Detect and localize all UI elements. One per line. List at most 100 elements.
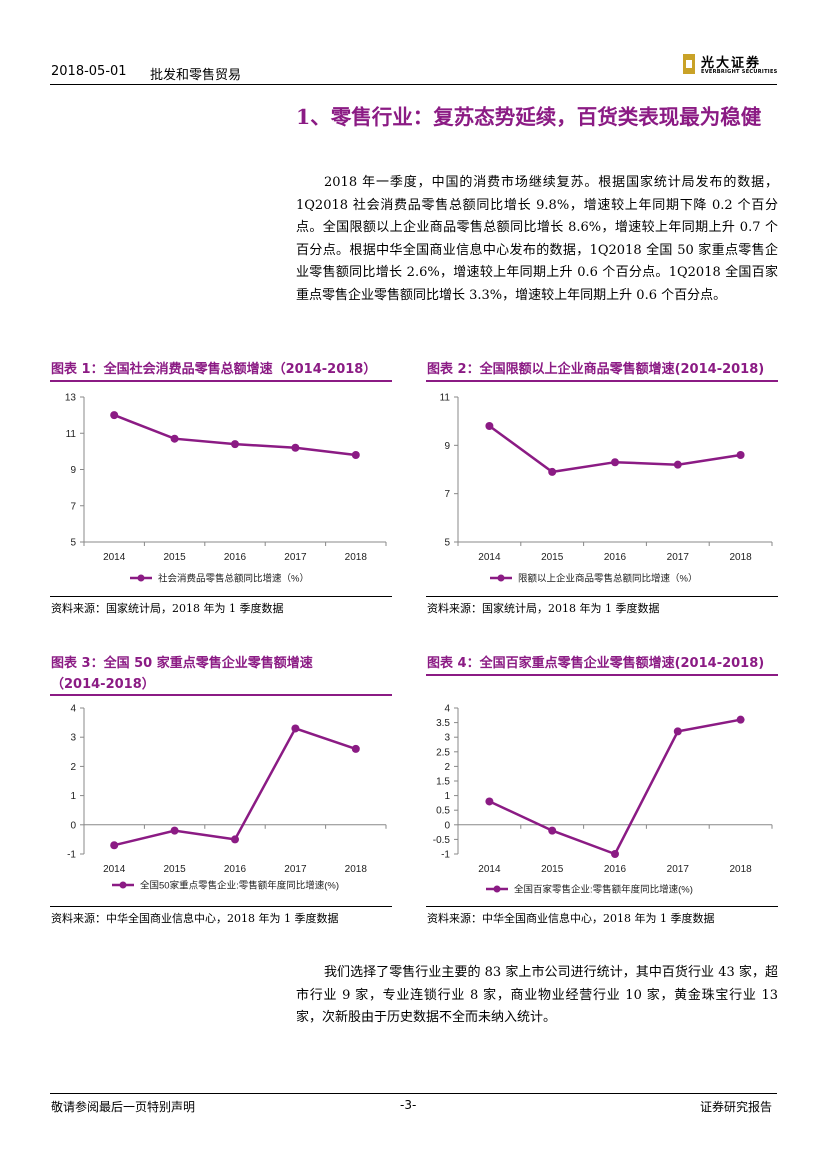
x-tick-label: 2015 — [163, 864, 186, 875]
series-line — [488, 718, 741, 856]
header-divider — [50, 84, 777, 85]
page-number: -3- — [400, 1098, 417, 1112]
legend-swatch-marker — [137, 574, 145, 582]
data-point — [485, 797, 494, 806]
y-tick-label: 3 — [444, 733, 450, 744]
data-point — [673, 460, 682, 469]
figure-1-chart: 5 7 9 11 13 2014 2015 2016 2017 2018 社会消费品零售总额同比增速… — [50, 384, 392, 594]
y-tick-label: 11 — [440, 393, 451, 404]
x-tick-label: 2018 — [345, 552, 368, 563]
intro-paragraph: 2018 年一季度，中国的消费市场继续复苏。根据国家统计局发布的数据，1Q201… — [296, 175, 778, 303]
data-point — [611, 458, 619, 467]
y-tick-label: 2.5 — [436, 747, 450, 758]
x-tick-label: 2016 — [224, 552, 247, 563]
figure-2-source-rule — [426, 596, 778, 597]
y-tick-label: 1 — [70, 791, 76, 802]
figure-4-chart: -1 -0.5 0 0.5 1 1.5 2 2.5 3 3.5 4 2014 2015 2016 2017 2… — [426, 698, 778, 905]
y-tick-label: 3 — [70, 733, 76, 744]
data-point — [548, 826, 557, 835]
header-date: 2018-05-01 — [51, 64, 127, 79]
data-point — [351, 451, 360, 459]
figure-2-title: 图表 2：全国限额以上企业商品零售额增速(2014-2018) — [427, 362, 765, 377]
x-tick-label: 2018 — [345, 864, 368, 875]
figure-3-title-line1: 图表 3：全国 50 家重点零售企业零售额增速 — [51, 656, 313, 671]
chart-2-svg: 5 7 9 11 2014 2015 2016 2017 2018 限额以上企业商品零售总额同比增… — [440, 393, 773, 585]
closing-paragraph: 我们选择了零售行业主要的 83 家上市公司进行统计，其中百货行业 43 家，超市… — [296, 965, 778, 1025]
legend-label: 限额以上企业商品零售总额同比增速（%） — [518, 573, 697, 585]
y-tick-label: 0.5 — [436, 806, 450, 817]
y-tick-label: 9 — [70, 465, 76, 476]
data-point — [485, 422, 494, 430]
figure-1-rule — [50, 380, 392, 382]
figure-1-source-rule — [50, 596, 392, 597]
data-point — [673, 727, 682, 736]
data-point — [291, 724, 300, 733]
y-tick-label: 5 — [444, 538, 450, 549]
data-point — [351, 744, 360, 753]
data-point — [736, 715, 745, 724]
x-tick-label: 2016 — [604, 552, 627, 563]
x-tick-label: 2015 — [163, 552, 186, 563]
x-tick-label: 2015 — [541, 552, 564, 563]
y-tick-label: 2 — [70, 762, 76, 773]
data-point — [231, 835, 239, 844]
y-tick-label: 4 — [444, 704, 450, 715]
legend-swatch-marker — [497, 574, 505, 582]
legend-label: 全国百家零售企业:零售额年度同比增速(%) — [514, 884, 693, 896]
header-category: 批发和零售贸易 — [150, 68, 242, 83]
y-tick-label: 11 — [66, 429, 77, 440]
data-point — [736, 451, 745, 459]
y-tick-label: 7 — [444, 489, 450, 500]
figure-4-source: 资料来源：中华全国商业信息中心，2018 年为 1 季度数据 — [427, 912, 715, 925]
series-line — [113, 413, 356, 457]
x-tick-label: 2014 — [103, 552, 126, 563]
y-tick-label: -0.5 — [433, 835, 451, 846]
figure-4-title: 图表 4：全国百家重点零售企业零售额增速(2014-2018) — [427, 656, 765, 671]
data-point — [110, 411, 119, 420]
figure-3-source: 资料来源：中华全国商业信息中心，2018 年为 1 季度数据 — [51, 912, 339, 925]
section-title: 1、零售行业：复苏态势延续，百货类表现最为稳健 — [296, 105, 762, 129]
x-tick-label: 2017 — [284, 552, 307, 563]
figure-4-rule — [426, 674, 778, 676]
legend-label: 社会消费品零售总额同比增速（%） — [158, 573, 309, 585]
chart-1-svg: 5 7 9 11 13 2014 2015 2016 2017 2018 社会消费品零售总额同比增速… — [65, 393, 387, 585]
figure-3-rule — [50, 694, 392, 696]
y-tick-label: 1 — [444, 791, 450, 802]
series-line — [113, 726, 357, 847]
x-tick-label: 2016 — [224, 864, 247, 875]
data-point — [548, 467, 557, 476]
y-tick-label: 5 — [70, 538, 76, 549]
footer-divider — [50, 1093, 777, 1094]
x-tick-label: 2018 — [729, 864, 752, 875]
data-point — [170, 826, 179, 835]
legend-swatch-marker — [493, 885, 501, 893]
y-tick-label: 13 — [65, 393, 77, 404]
y-tick-label: 0 — [444, 820, 450, 831]
legend-swatch-marker — [119, 881, 127, 889]
figure-2-source: 资料来源：国家统计局，2018 年为 1 季度数据 — [427, 602, 660, 615]
x-tick-label: 2014 — [478, 864, 501, 875]
x-tick-label: 2014 — [478, 552, 501, 563]
figure-3-title-line2: （2014-2018） — [51, 677, 155, 692]
figure-2-rule — [426, 380, 778, 382]
chart-3-svg: -1 0 1 2 3 4 2014 2015 2016 2017 2018 全国50家重点零售企业:零… — [67, 704, 387, 892]
y-tick-label: 9 — [444, 441, 450, 452]
figure-3-source-rule — [50, 906, 392, 907]
figure-1-title: 图表 1：全国社会消费品零售总额增速（2014-2018） — [51, 362, 377, 377]
figure-3-chart: -1 0 1 2 3 4 2014 2015 2016 2017 2018 全国50家重点零售企业:零… — [50, 698, 392, 905]
x-tick-label: 2018 — [729, 552, 752, 563]
y-tick-label: 0 — [70, 820, 76, 831]
data-point — [611, 850, 619, 858]
company-logo: 光大证券 EVERBRIGHT SECURITIES — [683, 52, 778, 78]
figure-1-source: 资料来源：国家统计局，2018 年为 1 季度数据 — [51, 602, 284, 615]
y-tick-label: 2 — [444, 762, 450, 773]
footer-doc-type: 证券研究报告 — [700, 1100, 773, 1114]
x-tick-label: 2017 — [667, 864, 690, 875]
y-tick-label: 4 — [70, 704, 76, 715]
y-tick-label: 3.5 — [436, 718, 450, 729]
x-tick-label: 2017 — [667, 552, 690, 563]
data-point — [110, 841, 119, 850]
x-tick-label: 2014 — [103, 864, 126, 875]
x-tick-label: 2015 — [541, 864, 564, 875]
logo-mark-icon — [683, 54, 695, 74]
